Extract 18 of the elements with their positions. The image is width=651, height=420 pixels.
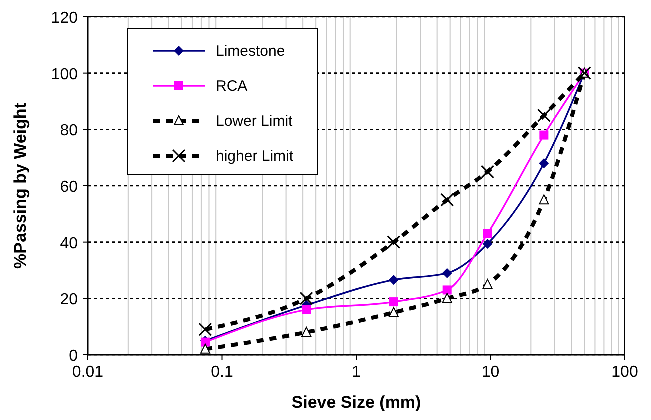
y-tick-label: 60 <box>60 179 78 196</box>
x-axis-title: Sieve Size (mm) <box>292 393 422 412</box>
x-tick-label: 100 <box>612 364 638 381</box>
y-tick-label: 40 <box>60 235 78 252</box>
legend-label: Limestone <box>216 43 286 60</box>
y-tick-label: 100 <box>51 66 78 84</box>
x-tick-label: 10 <box>482 364 500 381</box>
x-tick-label: 0.1 <box>211 364 234 381</box>
y-tick-label: 20 <box>60 292 78 309</box>
y-tick-label: 0 <box>69 348 78 365</box>
y-tick-label: 120 <box>51 10 78 27</box>
legend-label: RCA <box>216 78 248 95</box>
y-tick-label: 80 <box>60 122 78 140</box>
legend-label: higher Limit <box>216 148 294 165</box>
y-axis-title: %Passing by Weight <box>11 102 30 269</box>
x-tick-label: 1 <box>352 364 362 381</box>
legend-label: Lower Limit <box>216 113 294 130</box>
x-tick-label: 0.01 <box>72 364 104 381</box>
